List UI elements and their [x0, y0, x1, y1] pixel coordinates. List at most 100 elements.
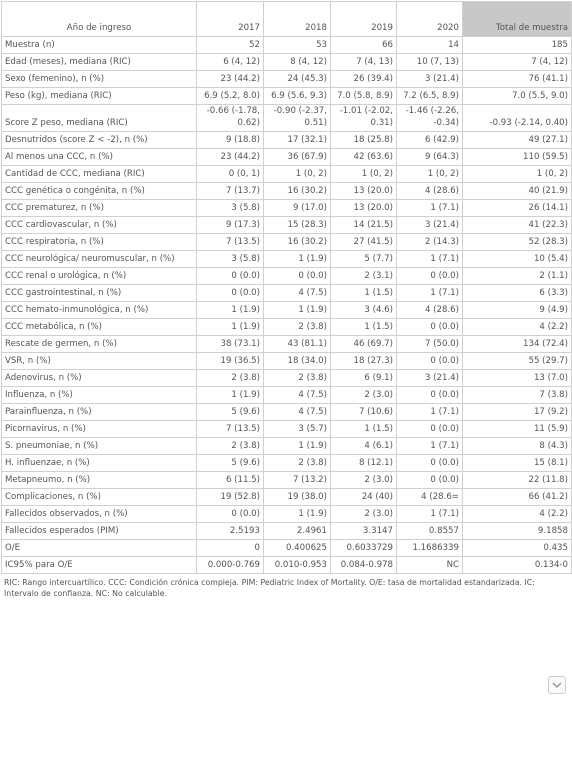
cell: 6.9 (5.6, 9.3) — [263, 87, 331, 105]
cell: 9 (17.0) — [263, 199, 331, 217]
cell: 2.5193 — [196, 522, 264, 540]
cell: 7 (13.2) — [263, 471, 331, 489]
row-label: O/E — [1, 539, 197, 557]
cell: 4 (2.2) — [462, 318, 572, 336]
cell: 7 (10.6) — [330, 403, 397, 421]
cell: 19 (38.0) — [263, 488, 331, 506]
cell: 2 (3.8) — [196, 437, 264, 455]
cell: 0.8557 — [396, 522, 463, 540]
cell: 4 (28.6) — [396, 182, 463, 200]
cell: 1 (7.1) — [396, 199, 463, 217]
cell: 36 (67.9) — [263, 148, 331, 166]
cell: 2 (3.0) — [330, 505, 397, 523]
cell: 9 (4.9) — [462, 301, 572, 319]
header-cell: 2018 — [263, 1, 331, 37]
cell: 14 (21.5) — [330, 216, 397, 234]
table-row: Parainfluenza, n (%) 5 (9.6) 4 (7.5) 7 (10.… — [1, 403, 572, 421]
cell: 7 (50.0) — [396, 335, 463, 353]
table-row: CCC respiratoria, n (%) 7 (13.5) 16 (30.2)… — [1, 233, 572, 251]
scroll-button[interactable] — [548, 676, 566, 694]
cell: -1.46 (-2.26, -0.34) — [396, 104, 463, 132]
cell: 2 (1.1) — [462, 267, 572, 285]
cell: 8 (4.3) — [462, 437, 572, 455]
cell: 76 (41.1) — [462, 70, 572, 88]
cell: 0.400625 — [263, 539, 331, 557]
cell: 6 (9.1) — [330, 369, 397, 387]
table-row: CCC neurológica/ neuromuscular, n (%) 3 (… — [1, 250, 572, 268]
cell: 41 (22.3) — [462, 216, 572, 234]
row-label: CCC gastrointestinal, n (%) — [1, 284, 197, 302]
cell: -0.93 (-2.14, 0.40) — [462, 104, 572, 132]
row-label: Al menos una CCC, n (%) — [1, 148, 197, 166]
cell: 1 (7.1) — [396, 250, 463, 268]
row-label: Picornavirus, n (%) — [1, 420, 197, 438]
footnote: RIC: Rango intercuartílico. CCC: Condici… — [4, 578, 535, 598]
table-row: CCC cardiovascular, n (%) 9 (17.3) 15 (28.… — [1, 216, 572, 234]
cell: 185 — [462, 36, 572, 54]
cell: 26 (39.4) — [330, 70, 397, 88]
cell: 2 (14.3) — [396, 233, 463, 251]
cell: 49 (27.1) — [462, 131, 572, 149]
data-table: Año de ingreso 2017 2018 2019 2020 Total de m… — [1, 1, 572, 574]
cell: 0 (0.0) — [196, 267, 264, 285]
cell: 38 (73.1) — [196, 335, 264, 353]
cell: 23 (44.2) — [196, 70, 264, 88]
cell: 1 (0, 2) — [263, 165, 331, 183]
row-label: Fallecidos observados, n (%) — [1, 505, 197, 523]
row-label: CCC hemato-inmunológica, n (%) — [1, 301, 197, 319]
row-label: CCC respiratoria, n (%) — [1, 233, 197, 251]
cell: 10 (7, 13) — [396, 53, 463, 71]
row-label: CCC renal o urológica, n (%) — [1, 267, 197, 285]
header-cell: Total de muestra — [462, 1, 572, 37]
cell: 24 (45.3) — [263, 70, 331, 88]
table-row: CCC prematurez, n (%) 3 (5.8) 9 (17.0) 13 (… — [1, 199, 572, 217]
row-label: VSR, n (%) — [1, 352, 197, 370]
cell: 16 (30.2) — [263, 182, 331, 200]
cell: 18 (25.8) — [330, 131, 397, 149]
row-label: IC95% para O/E — [1, 556, 197, 574]
cell: 8 (4, 12) — [263, 53, 331, 71]
cell: 1 (1.9) — [196, 386, 264, 404]
cell: 1 (1.9) — [263, 301, 331, 319]
row-label: CCC prematurez, n (%) — [1, 199, 197, 217]
cell: 134 (72.4) — [462, 335, 572, 353]
cell: 26 (14.1) — [462, 199, 572, 217]
table-row: CCC metabólica, n (%) 1 (1.9) 2 (3.8) 1 (1.… — [1, 318, 572, 336]
header-cell: 2020 — [396, 1, 463, 37]
cell: 46 (69.7) — [330, 335, 397, 353]
row-label: Edad (meses), mediana (RIC) — [1, 53, 197, 71]
cell: 3.3147 — [330, 522, 397, 540]
cell: 2 (3.8) — [196, 369, 264, 387]
cell: 0.000-0.769 — [196, 556, 264, 574]
cell: 0 (0.0) — [396, 352, 463, 370]
row-label: Fallecidos esperados (PIM) — [1, 522, 197, 540]
table-row: H. influenzae, n (%) 5 (9.6) 2 (3.8) 8 (12.… — [1, 454, 572, 472]
cell: 3 (5.8) — [196, 250, 264, 268]
row-label: Metapneumo, n (%) — [1, 471, 197, 489]
cell: 4 (7.5) — [263, 284, 331, 302]
cell: 6 (4, 12) — [196, 53, 264, 71]
cell: 42 (63.6) — [330, 148, 397, 166]
cell: 4 (6.1) — [330, 437, 397, 455]
cell: 22 (11.8) — [462, 471, 572, 489]
cell: 5 (9.6) — [196, 403, 264, 421]
cell: 2 (3.8) — [263, 369, 331, 387]
cell: 7 (3.8) — [462, 386, 572, 404]
cell: 4 (28.6= — [396, 488, 463, 506]
cell: 0.435 — [462, 539, 572, 557]
cell: -0.66 (-1.78, 0.62) — [196, 104, 264, 132]
cell: 3 (21.4) — [396, 70, 463, 88]
table-row: Fallecidos esperados (PIM) 2.5193 2.4961 3.… — [1, 522, 572, 540]
cell: 24 (40) — [330, 488, 397, 506]
cell: 17 (9.2) — [462, 403, 572, 421]
table-row: CCC genética o congénita, n (%) 7 (13.7) 1… — [1, 182, 572, 200]
cell: 7 (13.5) — [196, 420, 264, 438]
page: Año de ingreso 2017 2018 2019 2020 Total de m… — [1, 1, 572, 694]
cell: 0 (0.0) — [396, 318, 463, 336]
cell: 1 (7.1) — [396, 437, 463, 455]
cell: 1 (1.9) — [263, 437, 331, 455]
row-label: CCC genética o congénita, n (%) — [1, 182, 197, 200]
cell: 18 (27.3) — [330, 352, 397, 370]
cell: 4 (28.6) — [396, 301, 463, 319]
cell: 19 (52.8) — [196, 488, 264, 506]
